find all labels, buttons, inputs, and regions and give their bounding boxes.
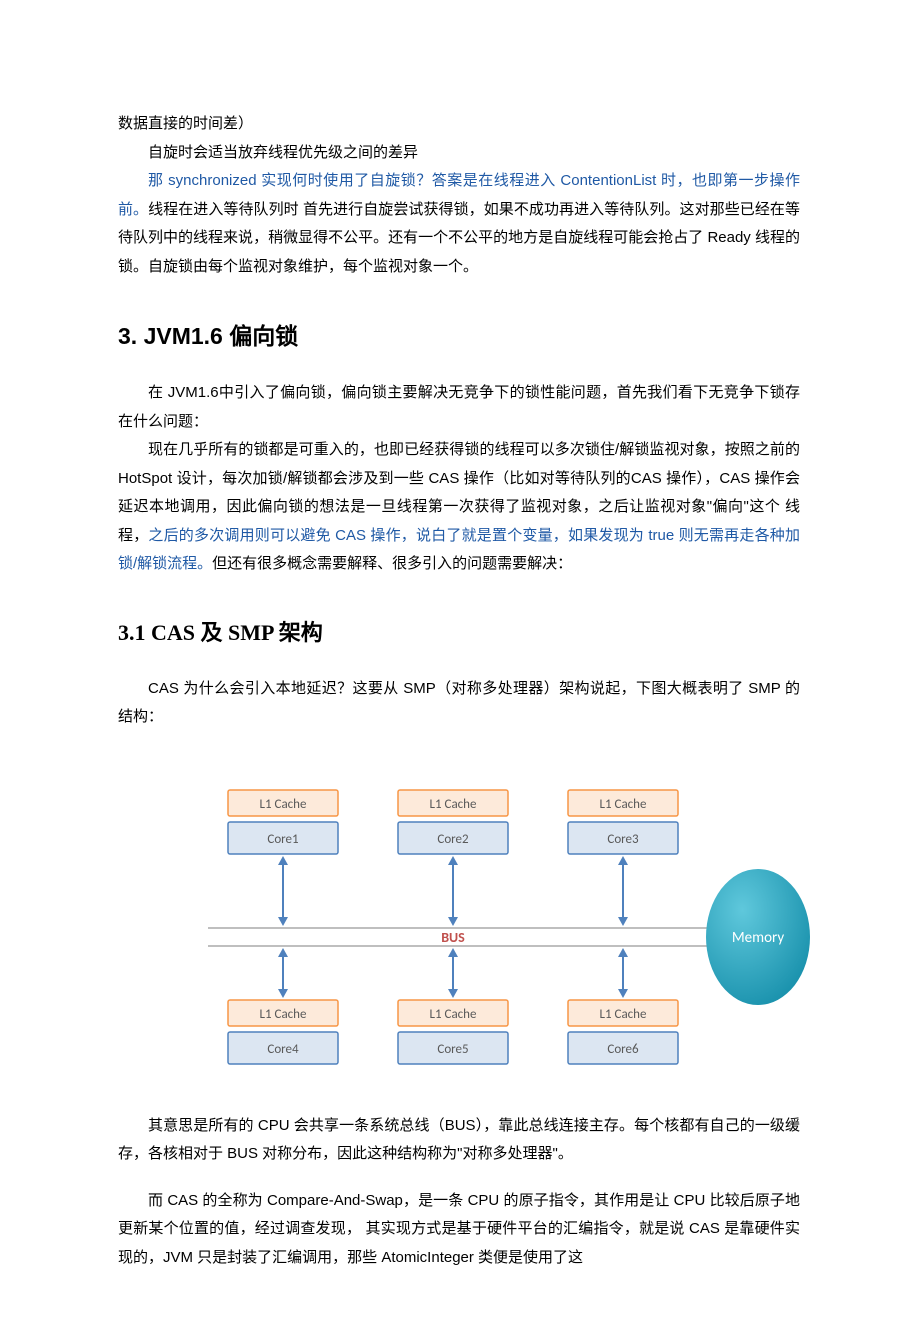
paragraph: 数据直接的时间差） (118, 110, 800, 139)
paragraph: 那 synchronized 实现何时使用了自旋锁？答案是在线程进入 Conte… (118, 167, 800, 281)
body-text: 线程在进入等待队列时 首先进行自旋尝试获得锁，如果不成功再进入等待队列。这对那些… (118, 201, 800, 275)
svg-text:Core1: Core1 (267, 832, 298, 847)
svg-text:L1 Cache: L1 Cache (430, 1007, 477, 1022)
paragraph: 而 CAS 的全称为 Compare-And-Swap，是一条 CPU 的原子指… (118, 1187, 800, 1273)
svg-text:Core3: Core3 (607, 832, 639, 847)
heading-jvm-bias-lock: 3. JVM1.6 偏向锁 (118, 317, 800, 351)
paragraph: 自旋时会适当放弃线程优先级之间的差异 (118, 139, 800, 168)
svg-text:L1 Cache: L1 Cache (600, 1007, 647, 1022)
svg-text:L1 Cache: L1 Cache (600, 797, 647, 812)
paragraph: 其意思是所有的 CPU 会共享一条系统总线（BUS），靠此总线连接主存。每个核都… (118, 1112, 800, 1169)
smp-svg: BUS L1 Cache Core1 L1 Cache Core4 L1 Cache Cor… (178, 782, 818, 1082)
svg-text:BUS: BUS (441, 929, 465, 946)
heading-cas-smp: 3.1 CAS 及 SMP 架构 (118, 615, 800, 647)
svg-text:L1 Cache: L1 Cache (260, 1007, 307, 1022)
svg-text:L1 Cache: L1 Cache (430, 797, 477, 812)
svg-text:Core4: Core4 (267, 1042, 299, 1057)
body-text: 但还有很多概念需要解释、很多引入的问题需要解决： (212, 555, 572, 572)
svg-text:L1 Cache: L1 Cache (260, 797, 307, 812)
paragraph: 在 JVM1.6中引入了偏向锁，偏向锁主要解决无竞争下的锁性能问题，首先我们看下… (118, 379, 800, 436)
smp-architecture-diagram: BUS L1 Cache Core1 L1 Cache Core4 L1 Cache Cor… (178, 782, 800, 1082)
paragraph: 现在几乎所有的锁都是可重入的，也即已经获得锁的线程可以多次锁住/解锁监视对象，按… (118, 436, 800, 579)
svg-text:Core6: Core6 (607, 1042, 639, 1057)
svg-text:Memory: Memory (732, 929, 784, 947)
paragraph: CAS 为什么会引入本地延迟？这要从 SMP（对称多处理器）架构说起，下图大概表… (118, 675, 800, 732)
document-page: 数据直接的时间差） 自旋时会适当放弃线程优先级之间的差异 那 synchroni… (0, 0, 920, 1332)
svg-text:Core5: Core5 (437, 1042, 468, 1057)
svg-text:Core2: Core2 (437, 832, 469, 847)
